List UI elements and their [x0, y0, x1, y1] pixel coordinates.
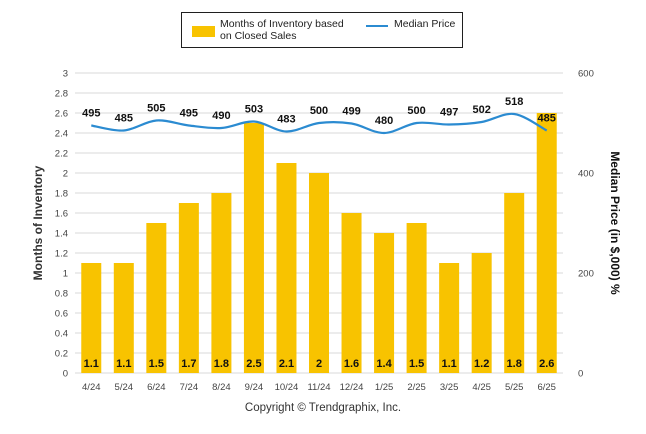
y-tick-label: 2.4 [55, 129, 68, 140]
bar [211, 193, 232, 373]
line-value-label: 495 [180, 108, 198, 120]
bar-value-label: 1.2 [474, 358, 489, 370]
x-tick-label: 5/25 [505, 382, 524, 393]
legend-bar-label: Months of Inventory based on Closed Sale… [220, 18, 344, 42]
x-tick-label: 4/24 [82, 382, 101, 393]
bar [276, 163, 297, 373]
y-tick-label: 3 [63, 69, 68, 80]
bar [439, 263, 460, 373]
line-value-label: 495 [82, 108, 100, 120]
bar-value-label: 1.7 [181, 358, 196, 370]
x-tick-label: 6/24 [147, 382, 166, 393]
x-tick-label: 3/25 [440, 382, 459, 393]
line-value-label: 485 [115, 113, 133, 125]
x-tick-label: 12/24 [340, 382, 364, 393]
y-tick-label: 0.6 [55, 309, 68, 320]
bar [341, 213, 362, 373]
y-tick-label: 0.4 [55, 329, 68, 340]
legend-line-label: Median Price [394, 18, 456, 30]
line-value-label: 483 [277, 114, 295, 126]
bar-value-label: 2 [316, 358, 322, 370]
bar [81, 263, 102, 373]
y-tick-label: 1.2 [55, 249, 68, 260]
x-tick-label: 8/24 [212, 382, 231, 393]
bar-value-label: 1.5 [409, 358, 424, 370]
x-tick-label: 6/25 [537, 382, 556, 393]
y-tick-label: 1 [63, 269, 68, 280]
bar-value-label: 1.6 [344, 358, 359, 370]
bar [243, 123, 264, 373]
x-tick-label: 7/24 [180, 382, 199, 393]
line-value-label: 485 [538, 113, 556, 125]
y-tick-label: 2.8 [55, 89, 68, 100]
bar-value-label: 1.8 [214, 358, 229, 370]
copyright: Copyright © Trendgraphix, Inc. [244, 402, 402, 414]
line-value-label: 490 [212, 110, 230, 122]
y-tick-label: 0.2 [55, 349, 68, 360]
x-tick-label: 5/24 [115, 382, 134, 393]
y-tick-label: 1.4 [55, 229, 68, 240]
y2-tick-label: 600 [578, 69, 594, 80]
bar-value-label: 2.5 [246, 358, 261, 370]
x-tick-label: 4/25 [472, 382, 491, 393]
bar-value-label: 2.6 [539, 358, 554, 370]
line-value-label: 502 [472, 104, 490, 116]
bar [536, 113, 557, 373]
bar-value-label: 2.1 [279, 358, 294, 370]
x-tick-label: 1/25 [375, 382, 394, 393]
y2-tick-label: 0 [578, 369, 583, 380]
bar [309, 173, 329, 373]
line-value-label: 503 [245, 104, 263, 116]
x-tick-label: 2/25 [407, 382, 426, 393]
x-tick-label: 11/24 [307, 382, 330, 393]
line-value-label: 499 [342, 106, 360, 118]
bar [374, 233, 395, 373]
line-value-label: 505 [147, 103, 165, 115]
line-value-label: 480 [375, 115, 393, 127]
bar-value-label: 1.1 [116, 358, 131, 370]
bar-value-label: 1.1 [441, 358, 456, 370]
legend-line-swatch [366, 25, 388, 27]
y2-tick-label: 200 [578, 269, 594, 280]
y-tick-label: 1.6 [55, 209, 68, 220]
y2-tick-label: 400 [578, 169, 594, 180]
bar [504, 193, 525, 373]
bar-value-label: 1.4 [376, 358, 392, 370]
y-tick-label: 0.8 [55, 289, 68, 300]
y-tick-label: 2.6 [55, 109, 68, 120]
line-value-label: 497 [440, 107, 458, 119]
bar [146, 223, 167, 373]
line-value-label: 500 [310, 105, 328, 117]
legend-bar-swatch [192, 26, 215, 37]
bar-value-label: 1.8 [507, 358, 522, 370]
y-tick-label: 2 [63, 169, 68, 180]
line-value-label: 518 [505, 96, 523, 108]
bar [406, 223, 427, 373]
line-value-label: 500 [407, 105, 425, 117]
y-axis-title: Months of Inventory [31, 165, 45, 280]
y2-axis-title: Median Price (in $,000) % [608, 151, 622, 295]
median-price-line [91, 112, 548, 135]
bar [471, 253, 492, 373]
y-tick-label: 1.8 [55, 189, 68, 200]
x-tick-label: 9/24 [245, 382, 264, 393]
bar [113, 263, 134, 373]
bar-value-label: 1.5 [149, 358, 164, 370]
y-tick-label: 0 [63, 369, 68, 380]
legend: Months of Inventory based on Closed Sale… [181, 12, 463, 48]
x-tick-label: 10/24 [275, 382, 299, 393]
bar [178, 203, 199, 373]
y-tick-label: 2.2 [55, 149, 68, 160]
bar-value-label: 1.1 [84, 358, 99, 370]
